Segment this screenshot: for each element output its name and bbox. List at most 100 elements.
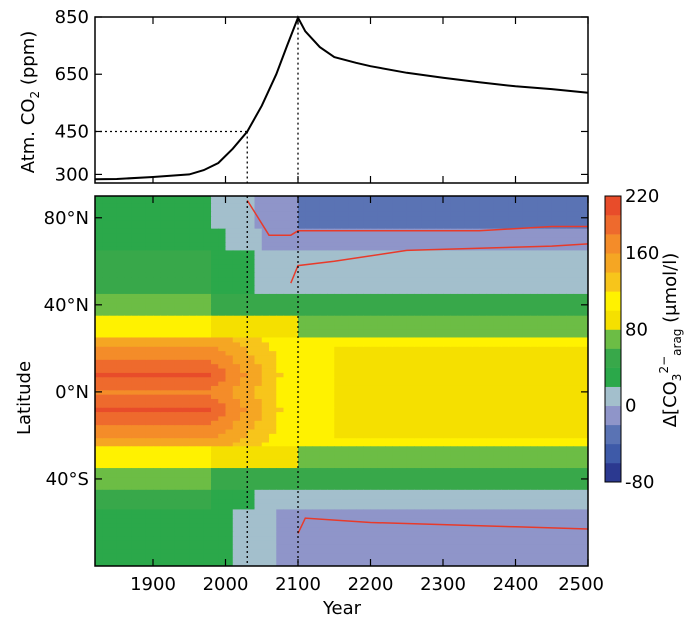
heatmap-cell — [486, 433, 495, 439]
heatmap-cell — [167, 485, 176, 491]
heatmap-cell — [356, 333, 364, 339]
heatmap-cell — [356, 385, 364, 391]
heatmap-cell — [95, 359, 103, 365]
heatmap-cell — [327, 337, 335, 343]
heatmap-cell — [435, 459, 444, 465]
heatmap-cell — [153, 259, 161, 265]
heatmap-cell — [298, 324, 306, 330]
heatmap-cell — [298, 237, 306, 243]
heatmap-cell — [435, 211, 444, 217]
heatmap-cell — [392, 311, 401, 317]
heatmap-cell — [283, 350, 292, 356]
heatmap-cell — [261, 415, 270, 421]
heatmap-cell — [428, 420, 437, 426]
heatmap-cell — [131, 502, 140, 508]
heatmap-cell — [312, 285, 321, 291]
heatmap-cell — [464, 202, 473, 208]
heatmap-cell — [305, 311, 314, 317]
heatmap-cell — [261, 263, 270, 269]
heatmap-cell — [334, 202, 343, 208]
heatmap-cell — [211, 489, 219, 495]
heatmap-cell — [341, 337, 350, 343]
heatmap-cell — [421, 376, 430, 382]
heatmap-cell — [102, 285, 111, 291]
heatmap-cell — [261, 280, 270, 286]
heatmap-cell — [131, 276, 140, 282]
heatmap-cell — [530, 224, 538, 230]
heatmap-cell — [145, 363, 154, 369]
heatmap-cell — [283, 407, 292, 413]
heatmap-cell — [153, 424, 161, 430]
heatmap-cell — [305, 494, 314, 500]
heatmap-cell — [370, 259, 379, 265]
heatmap-cell — [392, 359, 401, 365]
heatmap-cell — [327, 307, 335, 312]
heatmap-cell — [457, 498, 466, 504]
heatmap-cell — [421, 267, 430, 273]
heatmap-cell — [399, 502, 408, 508]
heatmap-cell — [537, 498, 546, 504]
heatmap-cell — [493, 502, 502, 508]
heatmap-cell — [218, 272, 227, 278]
heatmap-cell — [160, 502, 169, 508]
heatmap-cell — [109, 215, 118, 221]
heatmap-cell — [305, 424, 314, 430]
heatmap-cell — [153, 196, 161, 199]
heatmap-cell — [240, 293, 248, 299]
heatmap-cell — [138, 363, 147, 369]
heatmap-cell — [573, 446, 582, 452]
heatmap-cell — [305, 293, 314, 299]
heatmap-cell — [240, 394, 248, 400]
heatmap-cell — [356, 337, 364, 343]
heatmap-cell — [240, 468, 248, 474]
heatmap-cell — [508, 276, 517, 282]
co2-y-tick-label: 850 — [55, 7, 89, 28]
heatmap-cell — [356, 289, 364, 295]
heatmap-cell — [370, 381, 379, 386]
heatmap-cell — [283, 202, 292, 208]
heatmap-cell — [254, 198, 263, 204]
heatmap-cell — [399, 333, 408, 339]
heatmap-cell — [211, 376, 219, 382]
heatmap-cell — [414, 463, 422, 469]
heatmap-cell — [160, 263, 169, 269]
heatmap-cell — [290, 494, 299, 500]
heatmap-cell — [247, 224, 256, 230]
heatmap-cell — [305, 411, 314, 417]
heatmap-cell — [392, 241, 401, 247]
heatmap-cell — [218, 476, 227, 482]
heatmap-cell — [124, 280, 132, 286]
heatmap-cell — [551, 289, 560, 295]
heatmap-cell — [247, 428, 256, 434]
heatmap-cell — [530, 267, 538, 273]
heatmap-cell — [116, 241, 125, 247]
heatmap-cell — [501, 424, 509, 430]
heatmap-cell — [254, 450, 263, 456]
heatmap-cell — [392, 298, 401, 304]
heatmap-cell — [580, 324, 588, 330]
heatmap-cell — [472, 420, 480, 426]
heatmap-cell — [153, 219, 161, 225]
heatmap-cell — [254, 459, 263, 465]
heatmap-cell — [515, 446, 524, 452]
heatmap-cell — [327, 394, 335, 400]
heatmap-cell — [327, 398, 335, 404]
heatmap-cell — [559, 293, 567, 299]
heatmap-cell — [450, 494, 459, 500]
heatmap-cell — [406, 359, 415, 365]
heatmap-cell — [356, 389, 364, 395]
heatmap-cell — [522, 489, 531, 495]
heatmap-cell — [414, 394, 422, 400]
heatmap-cell — [290, 259, 299, 265]
heatmap-cell — [261, 498, 270, 504]
heatmap-cell — [399, 463, 408, 469]
heatmap-cell — [218, 394, 227, 400]
heatmap-cell — [240, 420, 248, 426]
heatmap-cell — [501, 489, 509, 495]
heatmap-cell — [247, 272, 256, 278]
heatmap-cell — [573, 206, 582, 212]
heatmap-cell — [399, 402, 408, 408]
heatmap-cell — [305, 455, 314, 460]
heatmap-cell — [443, 494, 451, 500]
heatmap-cell — [247, 250, 256, 256]
